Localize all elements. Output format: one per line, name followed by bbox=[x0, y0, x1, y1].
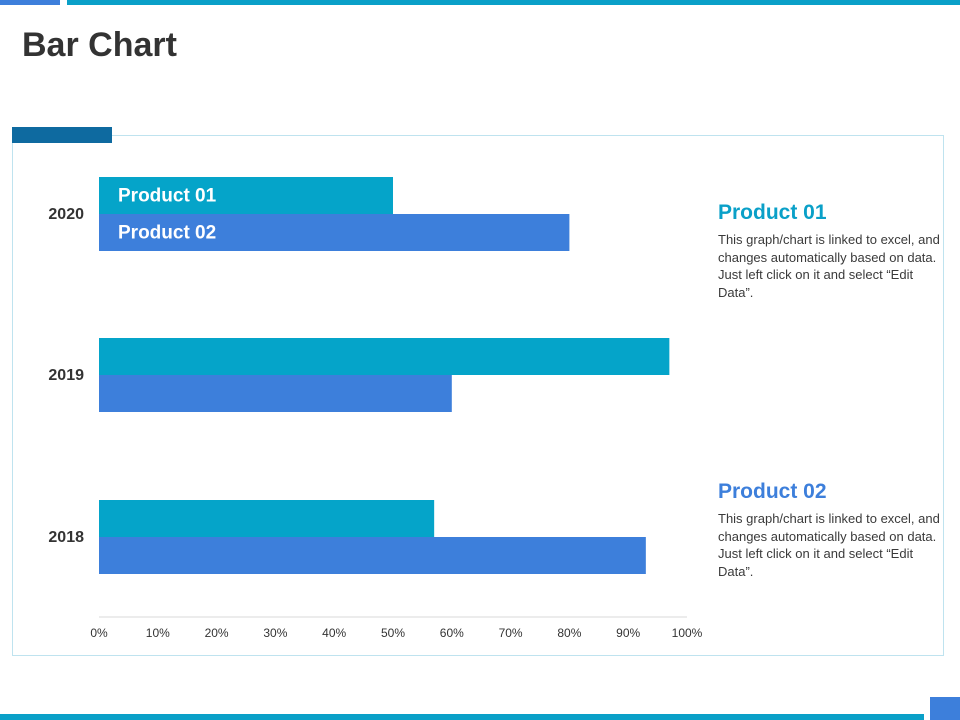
x-tick-label: 100% bbox=[672, 626, 703, 640]
x-tick-label: 10% bbox=[146, 626, 170, 640]
legend-text-product-01: This graph/chart is linked to excel, and… bbox=[718, 232, 940, 300]
bar-product-01-2018 bbox=[99, 500, 435, 537]
legend-heading-product-02: Product 02 bbox=[718, 480, 827, 503]
chart-panel bbox=[12, 135, 944, 656]
x-tick-label: 20% bbox=[205, 626, 229, 640]
bar-product-02-2020 bbox=[99, 214, 570, 251]
bar-label-product-01: Product 01 bbox=[118, 186, 217, 207]
top-accent-bar-left bbox=[0, 0, 60, 5]
category-label-2018: 2018 bbox=[48, 529, 84, 546]
legend-product-01: Product 01 This graph/chart is linked to… bbox=[718, 201, 944, 301]
legend-product-02: Product 02 This graph/chart is linked to… bbox=[718, 480, 944, 580]
category-label-2020: 2020 bbox=[48, 206, 84, 223]
legend-text-product-02: This graph/chart is linked to excel, and… bbox=[718, 511, 940, 579]
x-tick-label: 50% bbox=[381, 626, 405, 640]
x-tick-label: 0% bbox=[90, 626, 108, 640]
bottom-accent-bar bbox=[0, 714, 924, 720]
x-tick-label: 80% bbox=[557, 626, 581, 640]
x-tick-label: 60% bbox=[440, 626, 464, 640]
legend-heading-product-01: Product 01 bbox=[718, 201, 827, 224]
x-tick-label: 40% bbox=[322, 626, 346, 640]
bottom-accent-square bbox=[930, 697, 960, 720]
category-label-2019: 2019 bbox=[48, 367, 84, 384]
x-tick-label: 90% bbox=[616, 626, 640, 640]
page-title: Bar Chart bbox=[22, 26, 177, 64]
bar-product-02-2018 bbox=[99, 537, 646, 574]
top-accent-bar bbox=[67, 0, 960, 5]
panel-accent-tab bbox=[12, 127, 112, 143]
bar-product-01-2019 bbox=[99, 338, 670, 375]
bar-label-product-02: Product 02 bbox=[118, 223, 216, 244]
bar-product-01-2020 bbox=[99, 177, 393, 214]
x-tick-label: 30% bbox=[263, 626, 287, 640]
bar-product-02-2019 bbox=[99, 375, 452, 412]
x-tick-label: 70% bbox=[499, 626, 523, 640]
